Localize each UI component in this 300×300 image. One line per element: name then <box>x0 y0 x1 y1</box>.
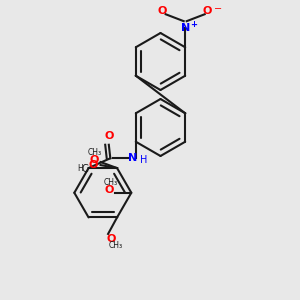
Text: O: O <box>203 6 212 16</box>
Text: O: O <box>104 185 113 195</box>
Text: −: − <box>214 4 222 14</box>
Text: N: N <box>181 23 190 33</box>
Text: O: O <box>90 155 99 165</box>
Text: CH₃: CH₃ <box>109 241 123 250</box>
Text: +: + <box>190 20 197 29</box>
Text: O: O <box>158 6 167 16</box>
Text: CH₃: CH₃ <box>88 148 102 157</box>
Text: H: H <box>140 155 147 165</box>
Text: CH₃: CH₃ <box>103 178 117 187</box>
Text: C: C <box>82 164 88 174</box>
Text: H: H <box>77 164 83 173</box>
Text: N: N <box>128 153 137 163</box>
Text: O: O <box>106 234 116 244</box>
Text: O: O <box>104 131 113 141</box>
Text: O: O <box>88 160 98 170</box>
